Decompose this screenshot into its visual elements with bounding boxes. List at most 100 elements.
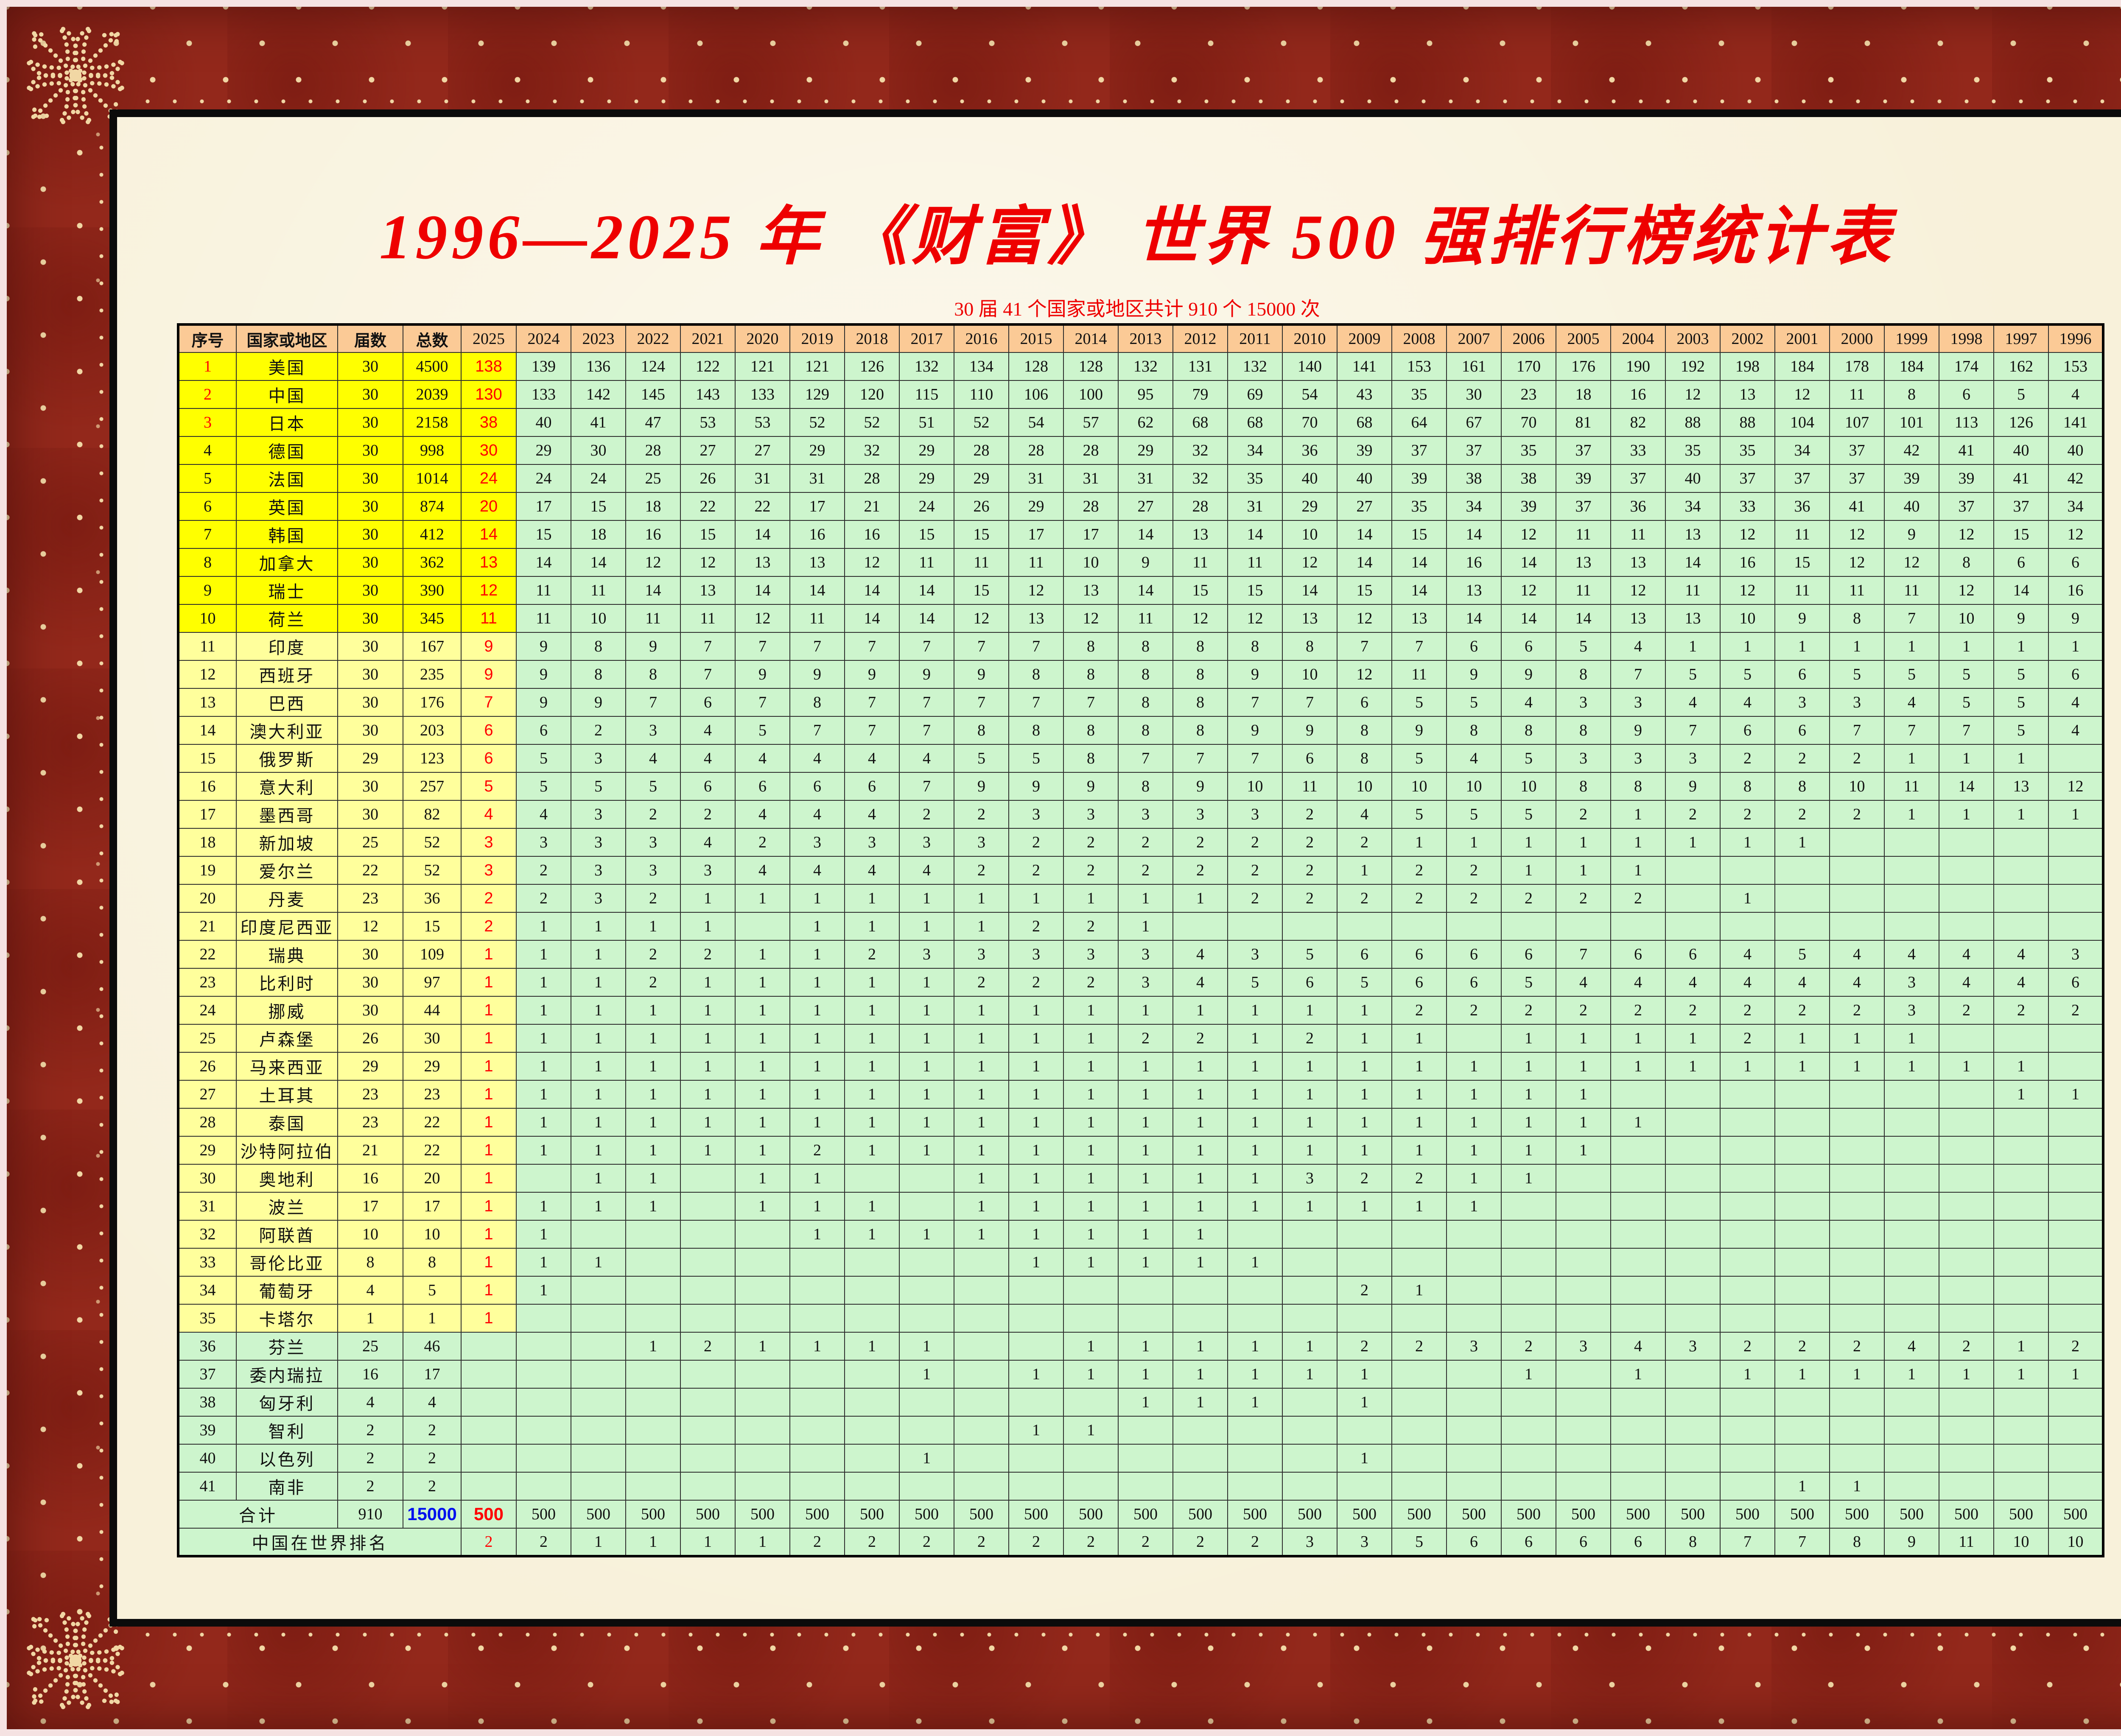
cell-year-2000: 1 bbox=[1829, 632, 1885, 661]
cell-sessions: 22 bbox=[337, 856, 403, 885]
cell-year-2001: 1 bbox=[1774, 1472, 1830, 1501]
cell-year-2007 bbox=[1446, 1276, 1502, 1305]
cell-year-2005 bbox=[1556, 1472, 1611, 1501]
cell-year-2010: 1 bbox=[1282, 1080, 1338, 1109]
cell-rank-no: 40 bbox=[178, 1444, 237, 1473]
cell-year-2001 bbox=[1774, 912, 1830, 941]
cell-year-2025: 2 bbox=[461, 884, 517, 913]
cell-year-2024: 11 bbox=[516, 604, 571, 633]
cell-year-2024: 1 bbox=[516, 1192, 571, 1221]
cell-year-2012: 1 bbox=[1172, 996, 1228, 1025]
cell-year-2025: 1 bbox=[461, 1304, 517, 1333]
col-header-year-2015: 2015 bbox=[1008, 324, 1064, 353]
cell-year-2003: 1 bbox=[1665, 632, 1721, 661]
cell-year-1996 bbox=[2048, 1052, 2104, 1081]
cell-year-2022: 2 bbox=[625, 884, 681, 913]
cell-year-2016: 110 bbox=[954, 380, 1009, 409]
cell-sessions: 30 bbox=[337, 548, 403, 577]
cell-year-1998: 174 bbox=[1939, 352, 1994, 381]
cell-year-2006: 35 bbox=[1501, 436, 1556, 465]
cell-year-2010: 1 bbox=[1282, 1332, 1338, 1361]
cell-year-2021: 12 bbox=[680, 548, 736, 577]
rank-year-2012: 2 bbox=[1172, 1528, 1228, 1557]
cell-year-2018: 1 bbox=[844, 1192, 900, 1221]
cell-total: 4500 bbox=[403, 352, 462, 381]
cell-year-2007 bbox=[1446, 1360, 1502, 1389]
cell-year-2002: 16 bbox=[1720, 548, 1775, 577]
cell-year-2002: 4 bbox=[1720, 688, 1775, 717]
cell-year-2009: 141 bbox=[1337, 352, 1392, 381]
cell-year-2018 bbox=[844, 1360, 900, 1389]
cell-year-2021: 7 bbox=[680, 632, 736, 661]
cell-year-1998: 6 bbox=[1939, 380, 1994, 409]
cell-year-2010: 2 bbox=[1282, 800, 1338, 829]
cell-year-1999: 9 bbox=[1884, 520, 1939, 549]
cell-year-2023: 3 bbox=[571, 800, 626, 829]
cell-year-1997: 9 bbox=[1993, 604, 2049, 633]
cell-year-2004: 1 bbox=[1610, 1360, 1666, 1389]
cell-year-2014: 1 bbox=[1063, 1136, 1119, 1165]
cell-year-2022: 7 bbox=[625, 688, 681, 717]
cell-year-2008: 2 bbox=[1391, 1332, 1447, 1361]
cell-year-2013: 1 bbox=[1118, 1360, 1173, 1389]
total-year-2012: 500 bbox=[1172, 1500, 1228, 1529]
cell-year-2024 bbox=[516, 1304, 571, 1333]
cell-year-2014: 3 bbox=[1063, 940, 1119, 969]
cell-year-2014: 128 bbox=[1063, 352, 1119, 381]
cell-year-2025: 1 bbox=[461, 1024, 517, 1053]
cell-year-2017: 7 bbox=[899, 716, 954, 745]
cell-year-2003: 1 bbox=[1665, 1024, 1721, 1053]
cell-year-2005: 11 bbox=[1556, 520, 1611, 549]
cell-year-2003: 7 bbox=[1665, 716, 1721, 745]
cell-year-2012: 131 bbox=[1172, 352, 1228, 381]
cell-year-1997 bbox=[1993, 1164, 2049, 1193]
cell-year-1999: 39 bbox=[1884, 464, 1939, 493]
col-header-year-2016: 2016 bbox=[954, 324, 1009, 353]
cell-year-2015: 2 bbox=[1008, 856, 1064, 885]
cell-year-1999 bbox=[1884, 828, 1939, 857]
cell-year-2015: 1 bbox=[1008, 1024, 1064, 1053]
cell-year-2004: 82 bbox=[1610, 408, 1666, 437]
table-row-挪威: 24 挪威 30 44 1 1 1 1 1 1 1 1 1 1 1 1 1 1 1 1 1 2 2 2 2 2 2 2 2 2 3 2 2 2 bbox=[178, 996, 2104, 1025]
cell-sessions: 16 bbox=[337, 1164, 403, 1193]
cell-year-2000: 5 bbox=[1829, 660, 1885, 689]
cell-year-2020 bbox=[735, 912, 790, 941]
cell-year-2017: 132 bbox=[899, 352, 954, 381]
cell-year-2021 bbox=[680, 1388, 736, 1417]
cell-year-2005 bbox=[1556, 1360, 1611, 1389]
cell-year-2021: 1 bbox=[680, 1108, 736, 1137]
cell-year-2019: 1 bbox=[789, 1108, 845, 1137]
cell-year-2017: 1 bbox=[899, 968, 954, 997]
cell-year-2019: 1 bbox=[789, 968, 845, 997]
cell-year-2007: 10 bbox=[1446, 772, 1502, 801]
cell-year-2005: 3 bbox=[1556, 744, 1611, 773]
cell-year-1996: 16 bbox=[2048, 576, 2104, 605]
col-header-year-2006: 2006 bbox=[1501, 324, 1556, 353]
cell-year-2002: 88 bbox=[1720, 408, 1775, 437]
cell-year-2008 bbox=[1391, 1220, 1447, 1249]
rank-year-1996: 10 bbox=[2048, 1528, 2104, 1557]
total-year-2021: 500 bbox=[680, 1500, 736, 1529]
cell-year-1997 bbox=[1993, 1304, 2049, 1333]
cell-year-1996: 6 bbox=[2048, 548, 2104, 577]
cell-year-1999: 40 bbox=[1884, 492, 1939, 521]
cell-year-2020: 1 bbox=[735, 1024, 790, 1053]
cell-year-2009: 7 bbox=[1337, 632, 1392, 661]
cell-sessions: 25 bbox=[337, 828, 403, 857]
cell-year-2002: 8 bbox=[1720, 772, 1775, 801]
cell-year-2013: 31 bbox=[1118, 464, 1173, 493]
cell-year-2011: 1 bbox=[1227, 1332, 1283, 1361]
cell-year-2000: 4 bbox=[1829, 940, 1885, 969]
cell-year-1998 bbox=[1939, 1192, 1994, 1221]
cell-year-1997: 4 bbox=[1993, 968, 2049, 997]
cell-sessions: 12 bbox=[337, 912, 403, 941]
cell-year-2021: 1 bbox=[680, 996, 736, 1025]
cell-year-2019: 31 bbox=[789, 464, 845, 493]
cell-year-2019: 13 bbox=[789, 548, 845, 577]
cell-year-1999: 184 bbox=[1884, 352, 1939, 381]
cell-year-2022: 1 bbox=[625, 912, 681, 941]
fleur-de-lis-ornament-icon bbox=[8, 1593, 143, 1728]
cell-year-2023: 142 bbox=[571, 380, 626, 409]
cell-year-2012: 1 bbox=[1172, 1080, 1228, 1109]
cell-year-2014: 1 bbox=[1063, 996, 1119, 1025]
